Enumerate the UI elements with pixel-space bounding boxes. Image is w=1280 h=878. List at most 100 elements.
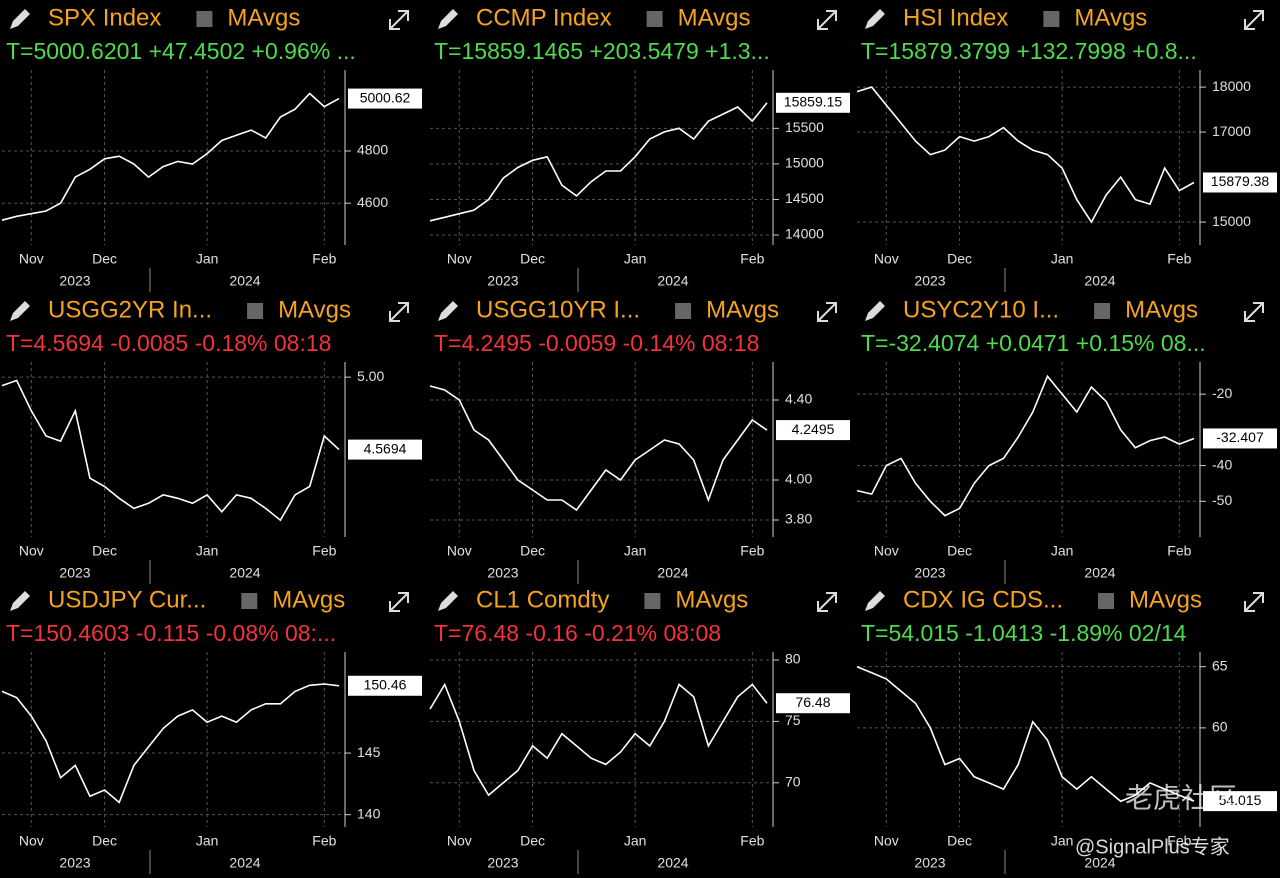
year-label: 2024 [1084, 565, 1115, 581]
panel-title: SPX Index [48, 4, 161, 31]
price-line [1, 379, 340, 522]
x-tick-label: Nov [447, 543, 472, 559]
mavgs-label[interactable]: MAvgs [675, 586, 748, 613]
last-value-label: 5000.62 [360, 89, 411, 105]
y-tick-label: 80 [785, 651, 801, 667]
y-tick-label: 5.00 [357, 368, 384, 384]
last-value-label: -32.407 [1216, 429, 1264, 445]
y-tick-label: -20 [1212, 385, 1232, 401]
last-value-box [1203, 428, 1277, 449]
mavgs-label[interactable]: MAvgs [678, 4, 751, 31]
y-tick-label: 3.80 [785, 511, 812, 527]
mavgs-toggle[interactable] [1098, 593, 1115, 609]
quote: T=15879.3799 +132.7998 +0.8... [861, 38, 1197, 64]
mavgs-toggle[interactable] [1043, 11, 1060, 27]
y-tick-label: 140 [357, 805, 381, 821]
x-tick-label: Feb [740, 251, 764, 267]
y-tick-label: 70 [785, 773, 801, 789]
x-tick-label: Nov [447, 251, 472, 267]
panel-title: USGG2YR In... [48, 296, 212, 323]
mavgs-label[interactable]: MAvgs [272, 586, 345, 613]
edit-icon [865, 301, 885, 321]
year-label: 2023 [914, 565, 945, 581]
mavgs-label[interactable]: MAvgs [278, 296, 351, 323]
year-label: 2023 [487, 565, 518, 581]
x-tick-label: Jan [196, 251, 219, 267]
mavgs-toggle[interactable] [247, 303, 264, 319]
panel-title: CCMP Index [476, 4, 612, 31]
mavgs-toggle[interactable] [1094, 303, 1111, 319]
quote: T=54.015 -1.0413 -1.89% 02/14 [861, 620, 1187, 646]
mavgs-toggle[interactable] [675, 303, 692, 319]
last-value-label: 54.015 [1219, 792, 1262, 808]
last-value-box [1203, 172, 1277, 193]
x-tick-label: Dec [947, 251, 972, 267]
mavgs-label[interactable]: MAvgs [706, 296, 779, 323]
expand-icon[interactable] [389, 10, 409, 30]
expand-icon[interactable] [1244, 592, 1264, 612]
expand-icon[interactable] [389, 302, 409, 322]
quote: T=150.4603 -0.115 -0.08% 08:... [6, 620, 336, 646]
x-tick-label: Nov [19, 251, 44, 267]
last-value-box [776, 92, 850, 113]
edit-icon [10, 9, 30, 29]
last-value-box [776, 693, 850, 714]
x-tick-label: Feb [740, 543, 764, 559]
y-tick-label: 4.00 [785, 471, 812, 487]
y-tick-label: 18000 [1212, 78, 1251, 94]
mavgs-toggle[interactable] [646, 11, 663, 27]
x-tick-label: Jan [196, 833, 219, 849]
last-value-label: 150.46 [364, 676, 407, 692]
edit-icon [865, 591, 885, 611]
panel-title: USGG10YR I... [476, 296, 640, 323]
x-tick-label: Dec [520, 833, 545, 849]
y-tick-label: -50 [1212, 492, 1232, 508]
mavgs-label[interactable]: MAvgs [227, 4, 300, 31]
y-tick-label: 75 [785, 712, 801, 728]
year-label: 2023 [487, 273, 518, 289]
x-tick-label: Jan [624, 833, 647, 849]
mavgs-label[interactable]: MAvgs [1125, 296, 1198, 323]
watermark-logo: 老虎社区 [1125, 782, 1237, 813]
x-tick-label: Jan [1051, 833, 1074, 849]
expand-icon[interactable] [389, 592, 409, 612]
year-label: 2023 [487, 855, 518, 871]
mavgs-toggle[interactable] [644, 593, 661, 609]
expand-icon[interactable] [1244, 10, 1264, 30]
price-line [856, 86, 1195, 224]
panel-title: USYC2Y10 I... [903, 296, 1059, 323]
x-tick-label: Jan [624, 543, 647, 559]
last-value-label: 4.2495 [792, 421, 835, 437]
expand-icon[interactable] [817, 10, 837, 30]
panel-title: CL1 Comdty [476, 586, 609, 613]
expand-icon[interactable] [817, 592, 837, 612]
mavgs-toggle[interactable] [196, 11, 213, 27]
panel-title: HSI Index [903, 4, 1008, 31]
x-tick-label: Nov [874, 251, 899, 267]
x-tick-label: Jan [1051, 543, 1074, 559]
last-value-label: 15859.15 [784, 93, 843, 109]
quote: T=76.48 -0.16 -0.21% 08:08 [434, 620, 721, 646]
expand-icon[interactable] [817, 302, 837, 322]
panel-title: USDJPY Cur... [48, 586, 206, 613]
last-value-box [348, 439, 422, 460]
x-tick-label: Nov [874, 833, 899, 849]
mavgs-label[interactable]: MAvgs [1074, 4, 1147, 31]
x-tick-label: Feb [312, 543, 336, 559]
mavgs-label[interactable]: MAvgs [1129, 586, 1202, 613]
mavgs-toggle[interactable] [241, 593, 258, 609]
year-label: 2023 [914, 855, 945, 871]
y-tick-label: 14500 [785, 190, 824, 206]
x-tick-label: Dec [92, 833, 117, 849]
x-tick-label: Nov [19, 543, 44, 559]
expand-icon[interactable] [1244, 302, 1264, 322]
y-tick-label: 60 [1212, 719, 1228, 735]
watermark-author: @SignalPlus专家 [1075, 835, 1230, 858]
price-line [429, 682, 768, 797]
year-label: 2023 [59, 565, 90, 581]
year-label: 2023 [59, 273, 90, 289]
quote: T=15859.1465 +203.5479 +1.3... [434, 38, 770, 64]
x-tick-label: Feb [312, 251, 336, 267]
x-tick-label: Feb [740, 833, 764, 849]
